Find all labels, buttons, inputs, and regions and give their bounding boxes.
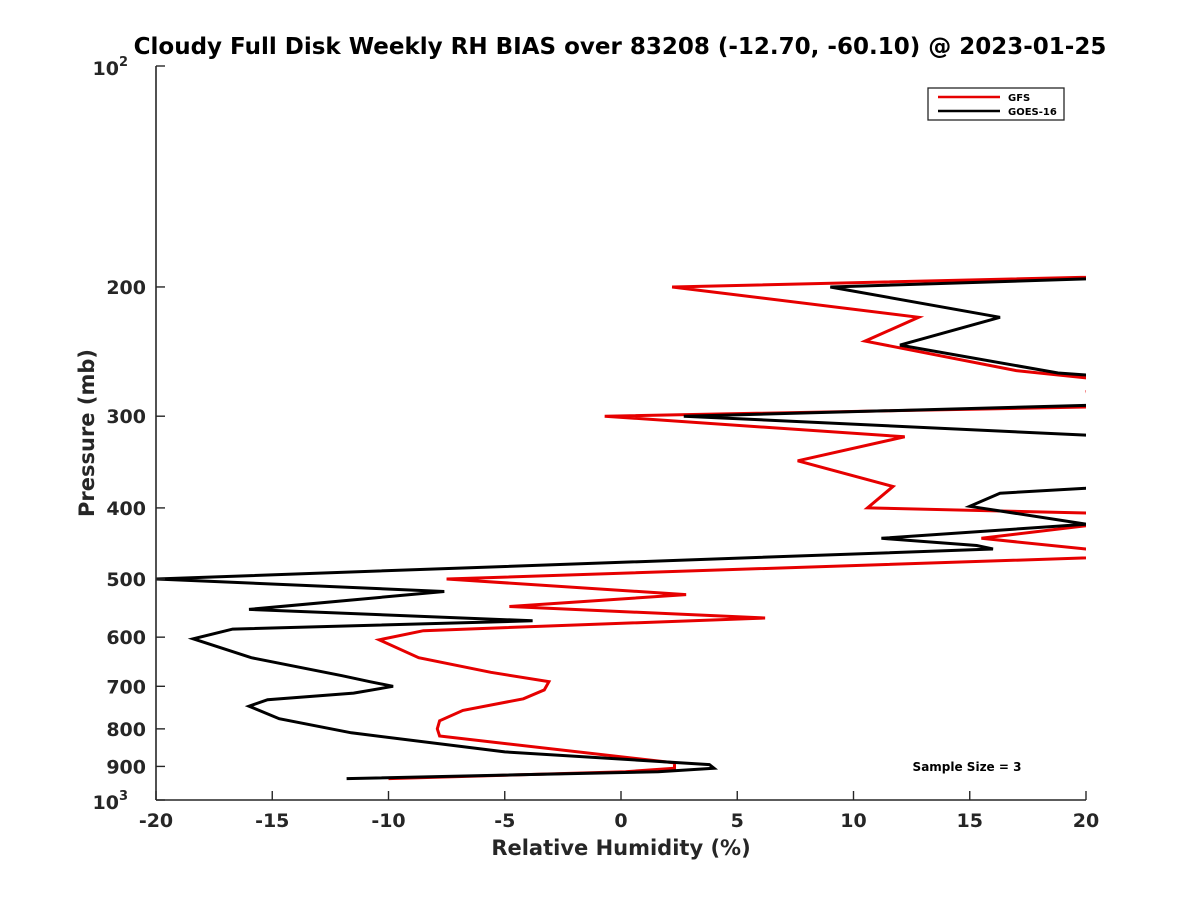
y-tick-label: 200 xyxy=(106,277,146,299)
y-tick-label: 700 xyxy=(106,676,146,698)
x-axis-ticks: -20 -15 -10 -5 0 5 10 15 20 xyxy=(139,791,1099,832)
series-layer xyxy=(156,275,1086,781)
x-tick-label: 5 xyxy=(731,810,744,832)
y-tick-label: 500 xyxy=(106,569,146,591)
x-tick-label: -20 xyxy=(139,810,173,832)
y-tick-label-top: 102 xyxy=(93,55,129,80)
x-axis-label: Relative Humidity (%) xyxy=(491,836,750,860)
y-tick-top-exp: 2 xyxy=(119,55,128,70)
legend-label-gfs: GFS xyxy=(1008,93,1030,104)
legend-label-goes16: GOES-16 xyxy=(1008,107,1057,118)
x-tick-label: -10 xyxy=(371,810,405,832)
chart-title: Cloudy Full Disk Weekly RH BIAS over 832… xyxy=(134,34,1107,60)
y-tick-label: 900 xyxy=(106,756,146,778)
series-line-goes16 xyxy=(156,277,1086,781)
series-line-gfs xyxy=(374,275,1086,781)
y-tick-bottom-base: 10 xyxy=(93,792,119,814)
x-tick-label: -15 xyxy=(255,810,289,832)
y-tick-top-base: 10 xyxy=(93,58,119,80)
x-tick-label: -5 xyxy=(494,810,515,832)
y-tick-label: 400 xyxy=(106,498,146,520)
legend: GFS GOES-16 xyxy=(927,87,1065,121)
plot-background xyxy=(156,66,1086,800)
y-tick-label: 600 xyxy=(106,627,146,649)
x-tick-label: 0 xyxy=(614,810,627,832)
y-axis-label: Pressure (mb) xyxy=(75,349,99,517)
x-tick-label: 20 xyxy=(1073,810,1099,832)
plot-area xyxy=(155,66,1086,801)
legend-box xyxy=(927,87,1065,121)
y-tick-label-bottom: 103 xyxy=(93,789,129,814)
y-tick-label: 800 xyxy=(106,719,146,741)
x-tick-label: 10 xyxy=(840,810,866,832)
y-tick-bottom-exp: 3 xyxy=(119,789,128,804)
sample-size-annotation: Sample Size = 3 xyxy=(913,760,1022,774)
y-axis-ticks: 200 300 400 500 600 700 800 900 xyxy=(106,65,165,801)
y-tick-label: 300 xyxy=(106,406,146,428)
x-tick-label: 15 xyxy=(957,810,983,832)
